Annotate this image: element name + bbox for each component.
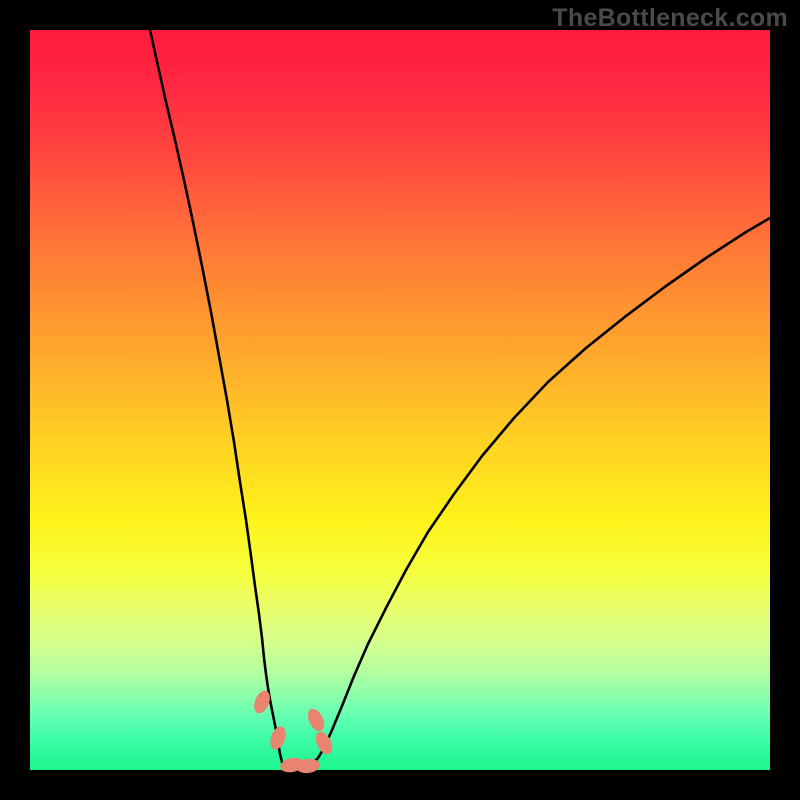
bottleneck-chart — [0, 0, 800, 800]
watermark-text: TheBottleneck.com — [552, 4, 788, 33]
chart-container: TheBottleneck.com — [0, 0, 800, 800]
gradient-background — [30, 30, 770, 770]
